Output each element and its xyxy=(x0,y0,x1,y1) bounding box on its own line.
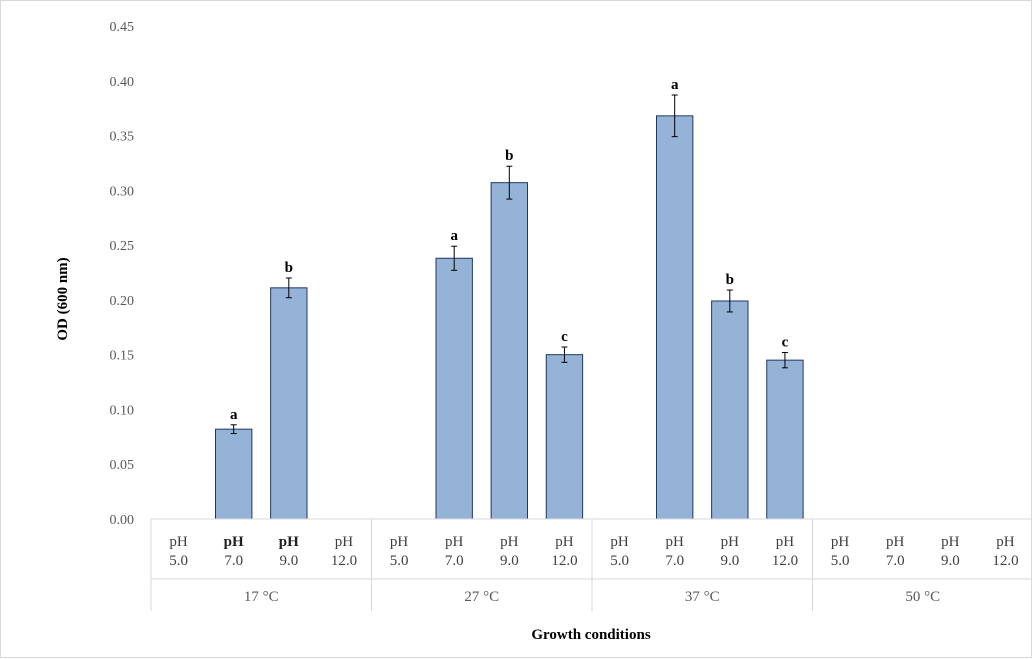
category-label-ph: pH xyxy=(500,534,519,550)
category-label-ph: pH xyxy=(831,534,850,550)
category-label-ph: pH xyxy=(941,534,960,550)
category-label-value: 7.0 xyxy=(665,553,684,569)
y-tick-label: 0.15 xyxy=(110,349,135,364)
bar xyxy=(214,428,253,520)
category-label-ph: pH xyxy=(390,534,409,550)
category-label-value: 5.0 xyxy=(831,553,850,569)
significance-letter: c xyxy=(561,329,568,345)
significance-letter: a xyxy=(230,407,238,423)
category-label-ph: pH xyxy=(666,534,685,550)
category-label-value: 9.0 xyxy=(941,553,960,569)
significance-letter: a xyxy=(671,77,679,93)
error-bars xyxy=(230,94,788,435)
category-label-value: 5.0 xyxy=(390,553,409,569)
y-tick-label: 0.45 xyxy=(110,20,135,35)
group-label: 17 °C xyxy=(244,589,279,605)
y-tick-label: 0.00 xyxy=(110,513,135,528)
category-label-ph: pH xyxy=(555,534,574,550)
significance-letters: a b a b c a b c xyxy=(230,77,789,423)
category-label-value: 7.0 xyxy=(886,553,905,569)
y-tick-label: 0.40 xyxy=(110,75,135,90)
y-tick-label: 0.35 xyxy=(110,130,135,145)
category-label-ph: pH xyxy=(279,534,299,550)
significance-letter: a xyxy=(450,228,458,244)
category-label-value: 9.0 xyxy=(720,553,739,569)
category-label-ph: pH xyxy=(776,534,795,550)
category-label-ph: pH xyxy=(224,534,244,550)
y-tick-label: 0.20 xyxy=(110,294,135,309)
y-tick-label: 0.10 xyxy=(110,403,135,418)
category-label-ph: pH xyxy=(996,534,1015,550)
category-label-value: 5.0 xyxy=(610,553,629,569)
category-label-value: 9.0 xyxy=(500,553,519,569)
bars xyxy=(214,115,804,520)
bar xyxy=(545,354,584,520)
category-label-value: 7.0 xyxy=(445,553,464,569)
significance-letter: c xyxy=(782,334,789,350)
category-label-value: 5.0 xyxy=(169,553,188,569)
category-label-ph: pH xyxy=(335,534,354,550)
group-label: 50 °C xyxy=(905,589,940,605)
bar xyxy=(766,359,804,520)
bar xyxy=(711,300,749,520)
category-label-ph: pH xyxy=(721,534,740,550)
y-tick-label: 0.05 xyxy=(110,458,135,473)
category-label-ph: pH xyxy=(445,534,464,550)
category-labels: pH 5.0 pH 7.0 pH 9.0 pH 12.0 pH 5.0 pH 7.0 pH 9.0 pH 12… xyxy=(169,534,1018,569)
y-axis-ticks: 0.00 0.05 0.10 0.15 0.20 0.25 0.30 0.35 0.40 0.45 xyxy=(110,20,135,528)
bar xyxy=(270,287,308,520)
y-axis-title: OD (600 nm) xyxy=(55,257,71,340)
group-label: 37 °C xyxy=(685,589,720,605)
y-tick-label: 0.25 xyxy=(110,239,135,254)
bar xyxy=(655,115,694,520)
significance-letter: b xyxy=(726,272,734,288)
category-label-ph: pH xyxy=(169,534,188,550)
category-label-ph: pH xyxy=(886,534,905,550)
category-label-value: 12.0 xyxy=(331,553,357,569)
category-label-ph: pH xyxy=(610,534,629,550)
bar xyxy=(435,257,473,520)
category-label-value: 9.0 xyxy=(279,553,298,569)
category-label-value: 12.0 xyxy=(772,553,798,569)
category-label-value: 7.0 xyxy=(224,553,243,569)
group-label: 27 °C xyxy=(464,589,499,605)
category-label-value: 12.0 xyxy=(551,553,577,569)
y-tick-label: 0.30 xyxy=(110,184,135,199)
x-axis-title: Growth conditions xyxy=(531,627,650,643)
significance-letter: b xyxy=(505,148,513,164)
bar xyxy=(490,182,529,520)
axes xyxy=(150,518,1032,611)
significance-letter: b xyxy=(285,260,293,276)
group-labels: 17 °C 27 °C 37 °C 50 °C xyxy=(244,589,940,605)
category-label-value: 12.0 xyxy=(992,553,1018,569)
